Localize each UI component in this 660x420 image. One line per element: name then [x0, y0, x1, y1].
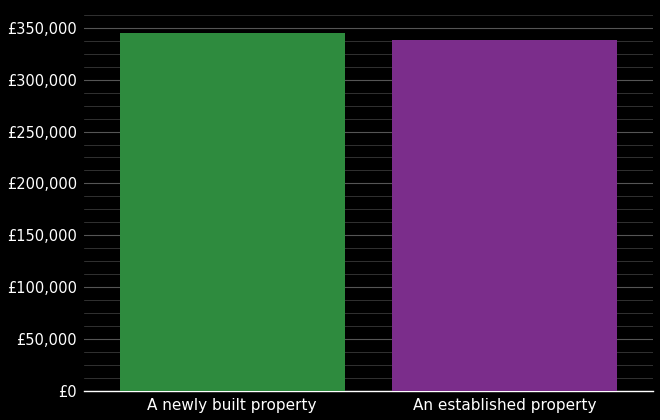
Bar: [119, 33, 345, 391]
Bar: [392, 40, 618, 391]
